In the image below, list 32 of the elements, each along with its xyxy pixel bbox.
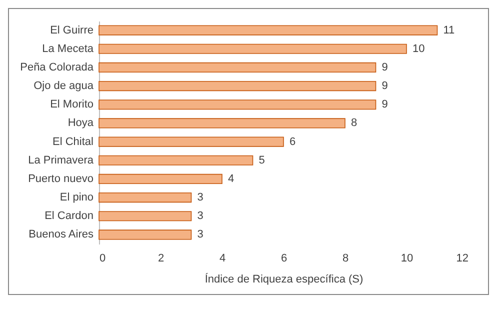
y-tick-label: Puerto nuevo [28, 172, 94, 185]
data-label: 3 [197, 228, 204, 241]
y-tick-label: La Primavera [28, 154, 94, 166]
x-tick-label: 0 [100, 252, 106, 264]
y-tick-label: El Cardon [44, 210, 94, 222]
y-tick-label: Ojo de agua [34, 80, 94, 92]
data-label: 11 [443, 24, 455, 36]
data-label: 3 [197, 210, 204, 222]
y-tick-label: El Guirre [50, 24, 94, 36]
x-tick-label: 8 [342, 252, 349, 264]
x-tick-label: 6 [280, 252, 288, 264]
data-label: 8 [351, 117, 358, 130]
data-label: 9 [382, 80, 388, 92]
y-tick-label: Buenos Aires [28, 228, 94, 241]
x-tick-label: 2 [158, 252, 164, 264]
y-tick-label: La Meceta [42, 42, 94, 55]
x-tick-label: 10 [400, 252, 414, 264]
x-tick-label: 4 [219, 252, 226, 264]
data-label: 10 [412, 42, 425, 55]
data-label: 3 [197, 192, 204, 204]
data-label: 9 [382, 61, 388, 74]
y-tick-label: Peña Colorada [20, 61, 94, 74]
data-label: 5 [258, 154, 265, 166]
data-label: 4 [228, 172, 234, 185]
y-tick-label: Hoya [68, 117, 94, 130]
x-axis-title: Índice de Riqueza específica (S) [204, 272, 364, 286]
x-tick-label: 12 [456, 252, 468, 264]
y-tick-label: El pino [60, 192, 94, 204]
data-label: 9 [382, 98, 388, 111]
data-label: 6 [290, 136, 296, 148]
y-tick-label: El Chital [52, 136, 94, 148]
y-tick-label: El Morito [50, 98, 94, 111]
